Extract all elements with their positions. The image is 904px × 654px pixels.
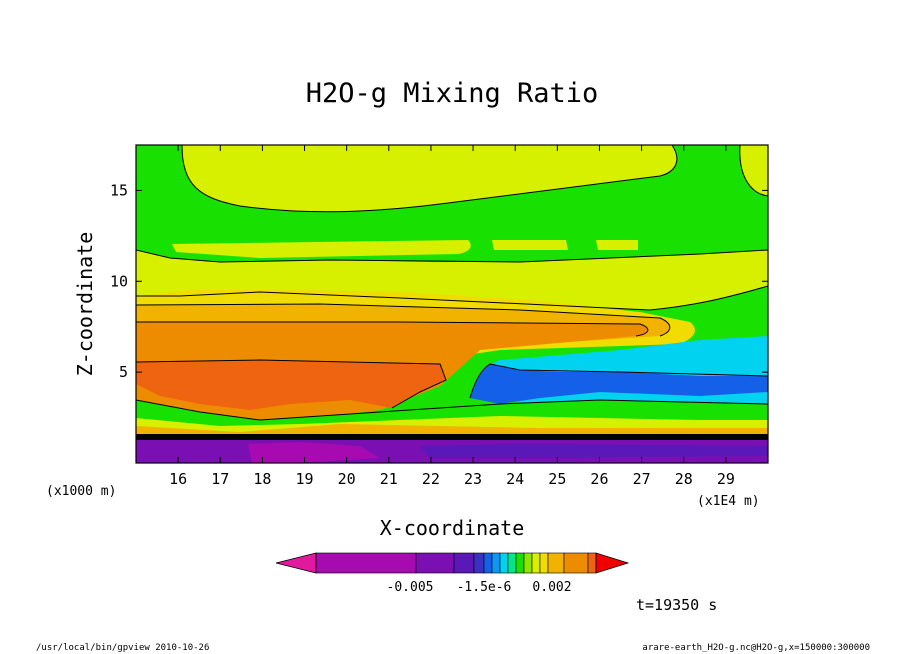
x-tick-label: 23 xyxy=(464,470,482,488)
colorbar-swatch xyxy=(415,552,455,574)
x-tick-label: 21 xyxy=(380,470,398,488)
x-tick-label: 22 xyxy=(422,470,440,488)
x-tick-label: 24 xyxy=(506,470,524,488)
colorbar xyxy=(275,552,630,574)
x-tick-label: 27 xyxy=(633,470,651,488)
colorbar-swatch xyxy=(507,552,517,574)
x-axis-title: X-coordinate xyxy=(380,516,525,540)
colorbar-tick-labels: -0.005 -1.5e-6 0.002 xyxy=(387,580,572,595)
colorbar-tick-label: 0.002 xyxy=(532,580,571,595)
colorbar-swatch xyxy=(547,552,565,574)
colorbar-tick-label: -0.005 xyxy=(387,580,434,595)
colorbar-swatch xyxy=(531,552,541,574)
colorbar-swatch xyxy=(563,552,589,574)
field-yellow-band-3 xyxy=(596,240,638,250)
plot-area xyxy=(136,145,768,463)
time-label: t=19350 s xyxy=(636,596,717,614)
x-tick-label: 17 xyxy=(211,470,229,488)
x-tick-label: 20 xyxy=(338,470,356,488)
x-axis-ticks: 16 17 18 19 20 21 22 23 24 25 26 27 28 29 xyxy=(169,145,735,488)
x-tick-label: 18 xyxy=(253,470,271,488)
colorbar-swatch xyxy=(473,552,485,574)
y-tick-label: 5 xyxy=(119,363,128,381)
contour-lines xyxy=(136,145,768,421)
field-yellow-corner xyxy=(739,145,768,196)
colorbar-swatch xyxy=(499,552,509,574)
x-tick-label: 25 xyxy=(548,470,566,488)
colorbar-swatch xyxy=(315,552,417,574)
chart-title: H2O-g Mixing Ratio xyxy=(306,78,599,109)
field-yellow-band-2 xyxy=(492,240,568,250)
colorbar-swatch xyxy=(587,552,597,574)
colorbar-swatch xyxy=(539,552,549,574)
plot-frame xyxy=(135,144,769,464)
colorbar-swatch xyxy=(523,552,533,574)
y-axis-title: Z-coordinate xyxy=(73,232,97,377)
x-unit-left: (x1000 m) xyxy=(46,484,116,499)
x-tick-label: 19 xyxy=(296,470,314,488)
colorbar-swatch xyxy=(453,552,475,574)
colorbar-min-arrow xyxy=(275,552,317,574)
x-tick-label: 26 xyxy=(590,470,608,488)
x-tick-label: 28 xyxy=(675,470,693,488)
x-tick-label: 16 xyxy=(169,470,187,488)
y-tick-label: 10 xyxy=(110,272,128,290)
x-tick-label: 29 xyxy=(717,470,735,488)
field-orange-deep xyxy=(136,360,446,410)
field-yellow-upper xyxy=(182,145,677,212)
colorbar-swatch xyxy=(483,552,493,574)
field-blue-core xyxy=(470,364,768,404)
colorbar-swatch xyxy=(515,552,525,574)
footer-right: arare-earth_H2O-g.nc@H2O-g,x=150000:3000… xyxy=(642,643,870,653)
colorbar-max-arrow xyxy=(595,552,630,574)
colorbar-swatch xyxy=(491,552,501,574)
x-unit-right: (x1E4 m) xyxy=(697,494,760,509)
field-yellow-mid xyxy=(136,250,768,310)
colorbar-tick-label: -1.5e-6 xyxy=(457,580,512,595)
y-axis-ticks: 5 10 15 xyxy=(110,181,768,381)
field-indigo-base xyxy=(420,444,768,458)
field-black-boundary xyxy=(136,434,768,440)
footer-left: /usr/local/bin/gpview 2010-10-26 xyxy=(36,643,209,653)
field-yellow-band-1 xyxy=(172,240,471,258)
y-tick-label: 15 xyxy=(110,181,128,199)
